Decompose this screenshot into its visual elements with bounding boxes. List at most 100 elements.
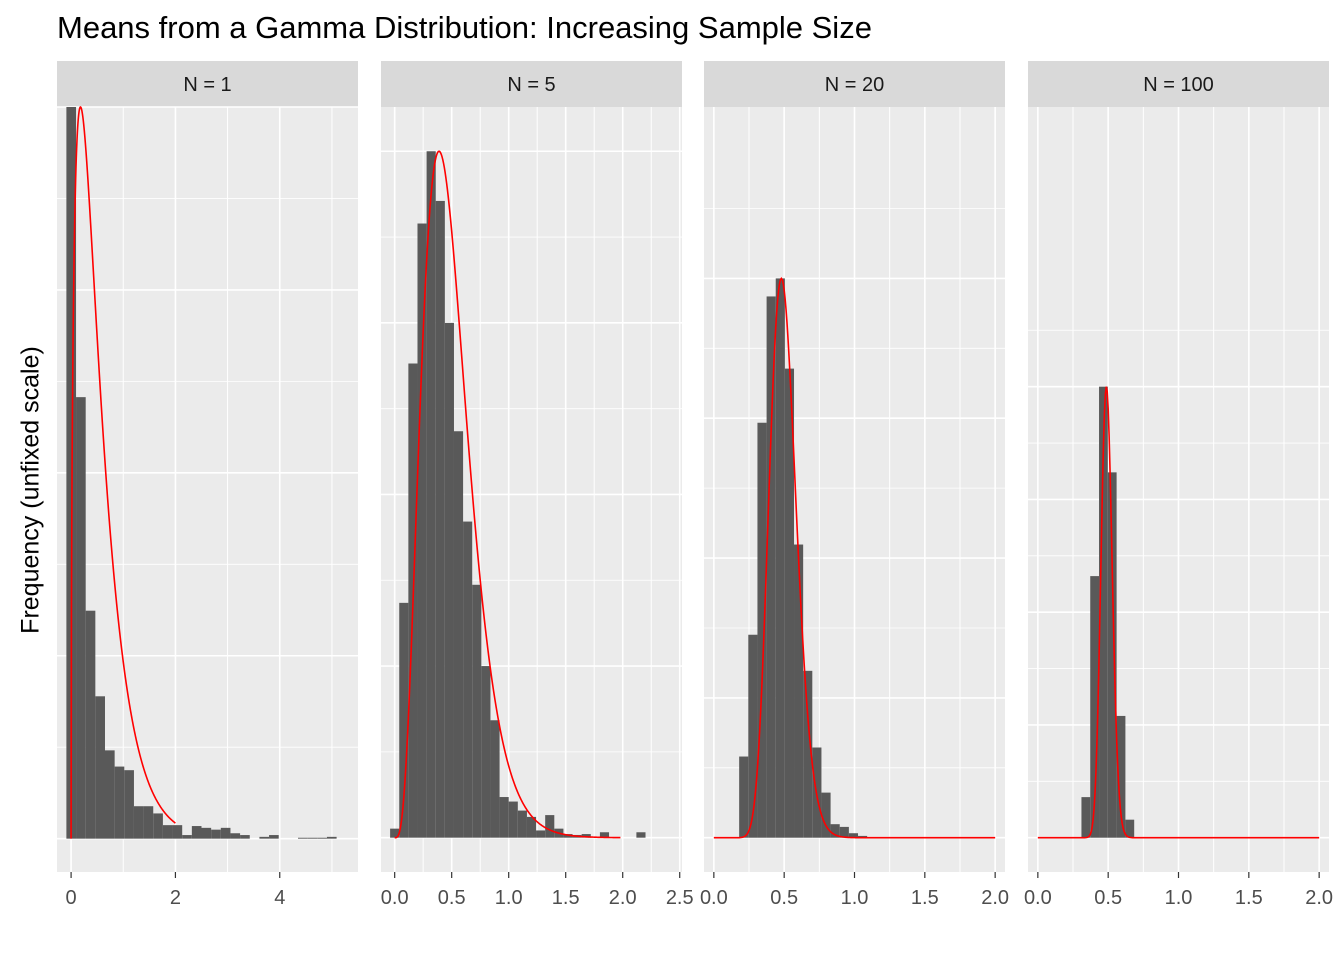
histogram-bar [298, 837, 308, 839]
histogram-bar [172, 825, 183, 839]
histogram-bar [490, 720, 500, 838]
facet-strip-label: N = 5 [507, 74, 555, 96]
x-tick-label: 1.5 [1235, 887, 1263, 909]
histogram-bar [399, 602, 409, 838]
histogram-bar [76, 397, 86, 839]
density-curve [394, 150, 621, 839]
histogram-bar [839, 826, 849, 838]
histogram-bar [220, 827, 231, 839]
histogram-bar [794, 544, 804, 838]
histogram-bar [124, 770, 134, 839]
histogram-bar [133, 806, 144, 839]
x-tick-label: 1.5 [552, 887, 580, 909]
histogram-bar [775, 278, 785, 838]
histogram-bar [739, 756, 749, 838]
histogram-bar [1116, 715, 1126, 838]
x-tick-label: 1.0 [495, 887, 523, 909]
histogram-bar [444, 322, 454, 838]
histogram-bar [307, 837, 318, 839]
x-tick-label: 2.0 [981, 887, 1009, 909]
x-tick-label: 2 [170, 887, 181, 909]
histogram-bar [66, 107, 77, 839]
facet-strip [57, 61, 358, 107]
histogram-bar [1125, 819, 1135, 838]
histogram-bar [104, 750, 115, 839]
x-tick-label: 0.5 [770, 887, 798, 909]
x-tick-label: 0.0 [1024, 887, 1052, 909]
density-curve [1037, 386, 1320, 839]
x-tick-label: 0.0 [700, 887, 728, 909]
histogram-bar [453, 431, 464, 838]
x-tick-label: 1.5 [911, 887, 939, 909]
histogram-bar [757, 422, 767, 838]
histogram-bar [143, 806, 154, 839]
histogram-bar [435, 200, 445, 838]
facet-strip-label: N = 20 [825, 74, 884, 96]
histogram-bar [259, 836, 270, 839]
chart-title: Means from a Gamma Distribution: Increas… [57, 10, 872, 45]
histogram-bar [1081, 797, 1091, 838]
histogram-bar [326, 836, 337, 839]
histogram-bar [269, 835, 279, 839]
facet-strip-label: N = 100 [1143, 74, 1214, 96]
x-tick-label: 0.0 [381, 887, 409, 909]
histogram-bar [153, 813, 163, 839]
histogram-bar [463, 521, 473, 838]
histogram-bar [1099, 386, 1108, 838]
histogram-bar [390, 828, 400, 838]
histogram-bar [481, 666, 491, 838]
x-tick-label: 2.0 [609, 887, 637, 909]
histogram-bar [766, 296, 776, 838]
histogram-bar [508, 801, 518, 838]
histogram-bar [803, 670, 813, 838]
histogram-bar [821, 792, 831, 838]
histogram-bar [545, 815, 555, 838]
histogram-bar [95, 696, 105, 839]
facet-panel-3: N = 20 0.0 0.5 1.0 1.5 2.0 [700, 61, 1009, 909]
histogram-bar [581, 834, 591, 838]
histogram-bar [240, 835, 250, 839]
facet-strip-label: N = 1 [183, 74, 231, 96]
histogram-bar [563, 834, 573, 838]
histogram-bar [830, 824, 840, 838]
histogram-bar [784, 368, 795, 838]
x-tick-label: 1.0 [1165, 887, 1193, 909]
density-curve [70, 106, 176, 839]
facet-panel-1: N = 1 0 2 4 [57, 61, 358, 909]
histogram-bar [230, 833, 241, 839]
histogram-bar [599, 832, 610, 838]
x-tick-label: 1.0 [841, 887, 869, 909]
x-tick-label: 2.5 [666, 887, 694, 909]
histogram-bar [211, 829, 221, 839]
histogram-bar [499, 797, 509, 838]
histogram-bar [858, 835, 868, 838]
density-curve [713, 277, 996, 839]
histogram-bar [517, 810, 527, 838]
facet-panel-4: N = 100 0.0 0.5 1.0 1.5 2.0 [1024, 61, 1333, 909]
facet-strip [381, 61, 682, 107]
x-tick-label: 0.5 [1094, 887, 1122, 909]
facet-strip [704, 61, 1005, 107]
histogram-bar [526, 816, 537, 838]
histogram-bar [1090, 576, 1100, 838]
histogram-bar [85, 610, 96, 839]
histogram-bar [162, 825, 173, 839]
x-tick-label: 0.5 [438, 887, 466, 909]
histogram-bar [317, 837, 327, 839]
x-tick-label: 4 [274, 887, 285, 909]
histogram-bar [472, 584, 482, 838]
histogram-bar [848, 833, 859, 838]
x-tick-label: 0 [66, 887, 77, 909]
facet-panel-2: N = 5 0.0 0.5 1.0 1.5 2.0 2.5 [381, 61, 694, 909]
histogram-bar [1107, 472, 1117, 838]
histogram-bar [182, 835, 192, 839]
histogram-bar [426, 151, 436, 838]
facet-strip [1028, 61, 1329, 107]
x-tick-label: 2.0 [1305, 887, 1333, 909]
histogram-bar [114, 766, 125, 839]
histogram-bar [417, 223, 427, 838]
histogram-bar [536, 830, 546, 838]
histogram-bar [748, 634, 758, 838]
histogram-bar [636, 832, 646, 838]
